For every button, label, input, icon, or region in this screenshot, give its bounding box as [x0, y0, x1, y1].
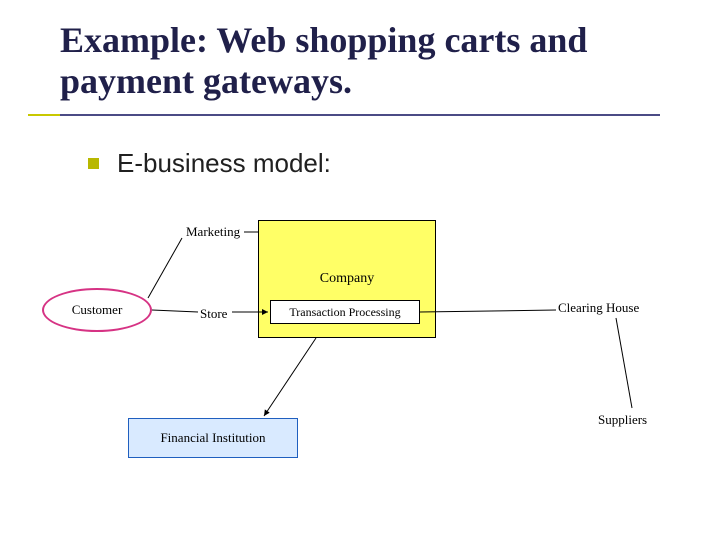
- diagram-canvas: Company Customer Transaction Processing …: [0, 0, 720, 540]
- edge-customer_tr: [148, 238, 182, 298]
- node-customer-label: Customer: [72, 302, 123, 318]
- edge-trans_financial: [264, 338, 316, 416]
- node-transaction: Transaction Processing: [270, 300, 420, 324]
- node-financial-label: Financial Institution: [160, 430, 265, 446]
- node-financial: Financial Institution: [128, 418, 298, 458]
- edge-customer_store: [152, 310, 198, 312]
- slide: Example: Web shopping carts and payment …: [0, 0, 720, 540]
- label-suppliers: Suppliers: [598, 412, 647, 428]
- node-customer: Customer: [42, 288, 152, 332]
- edge-clearing_suppliers: [616, 318, 632, 408]
- label-clearing: Clearing House: [558, 300, 639, 316]
- label-marketing: Marketing: [186, 224, 240, 240]
- label-store: Store: [200, 306, 227, 322]
- node-transaction-label: Transaction Processing: [289, 305, 400, 320]
- node-company-label: Company: [320, 271, 374, 287]
- edge-trans_clearing: [420, 310, 556, 312]
